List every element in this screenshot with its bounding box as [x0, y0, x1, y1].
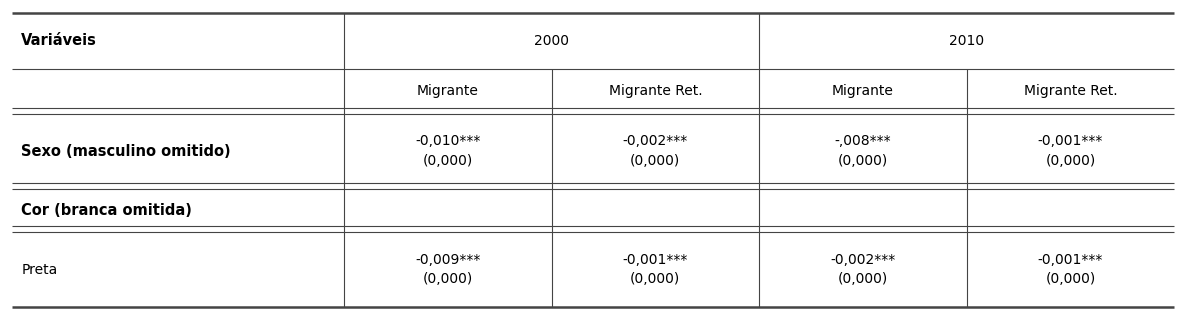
Text: Migrante Ret.: Migrante Ret. [1024, 84, 1117, 98]
Text: -0,002***
(0,000): -0,002*** (0,000) [623, 134, 688, 168]
Text: Preta: Preta [21, 263, 58, 276]
Text: Migrante Ret.: Migrante Ret. [608, 84, 702, 98]
Text: -0,001***
(0,000): -0,001*** (0,000) [623, 253, 688, 286]
Text: -0,009***
(0,000): -0,009*** (0,000) [415, 253, 480, 286]
Text: Migrante: Migrante [417, 84, 479, 98]
Text: -0,001***
(0,000): -0,001*** (0,000) [1038, 134, 1103, 168]
Text: -0,001***
(0,000): -0,001*** (0,000) [1038, 253, 1103, 286]
Text: Cor (branca omitida): Cor (branca omitida) [21, 203, 192, 218]
Text: -,008***
(0,000): -,008*** (0,000) [835, 134, 891, 168]
Text: Sexo (masculino omitido): Sexo (masculino omitido) [21, 144, 231, 159]
Text: Migrante: Migrante [831, 84, 894, 98]
Text: -0,002***
(0,000): -0,002*** (0,000) [830, 253, 895, 286]
Text: 2010: 2010 [949, 34, 984, 48]
Text: -0,010***
(0,000): -0,010*** (0,000) [415, 134, 480, 168]
Text: 2000: 2000 [534, 34, 569, 48]
Text: Variáveis: Variáveis [21, 33, 97, 48]
